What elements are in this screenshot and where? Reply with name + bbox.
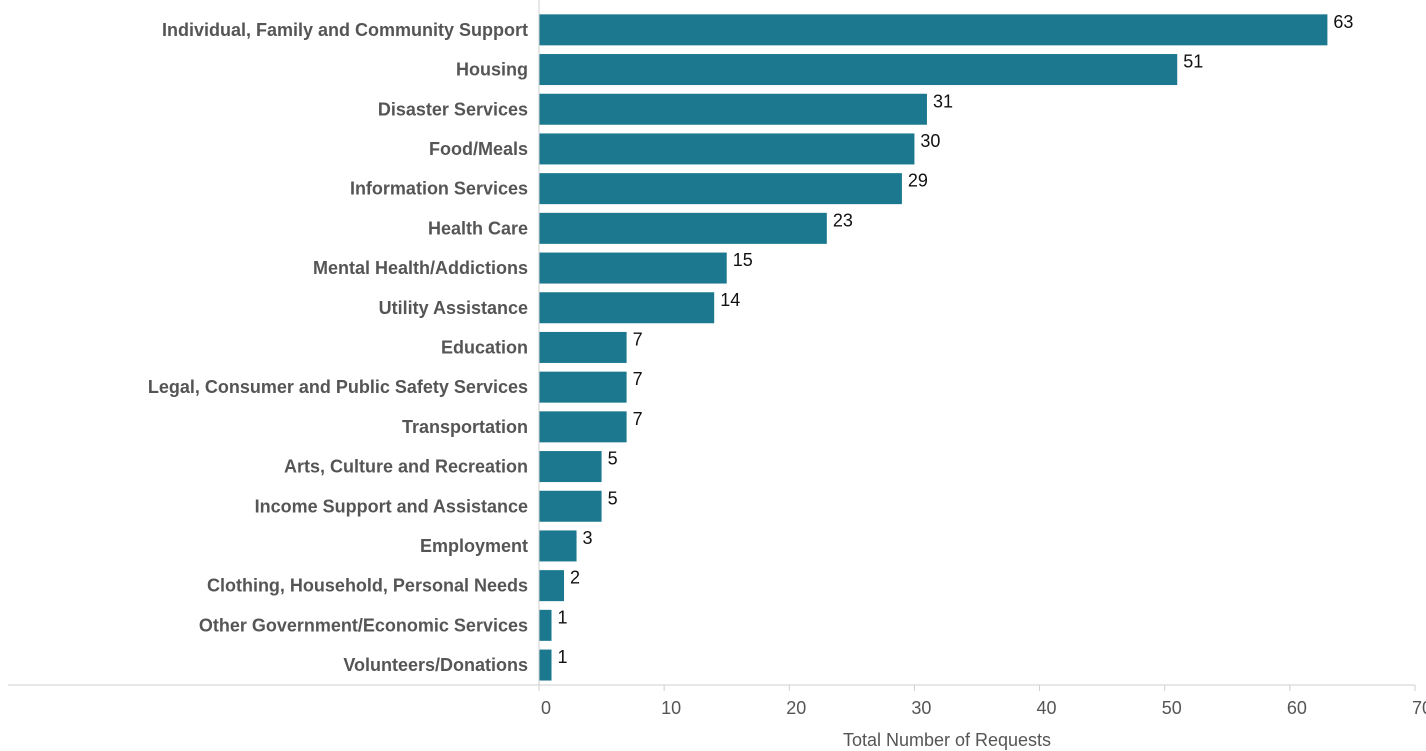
category-label: Housing: [456, 60, 528, 80]
value-label: 15: [733, 250, 753, 270]
category-label: Health Care: [428, 218, 528, 238]
category-label: Legal, Consumer and Public Safety Servic…: [148, 377, 528, 397]
x-tick-label: 50: [1162, 698, 1182, 718]
x-tick-label: 60: [1287, 698, 1307, 718]
bar: [539, 133, 915, 165]
category-label: Disaster Services: [378, 99, 528, 119]
category-label: Employment: [420, 536, 528, 556]
category-labels-group: Individual, Family and Community Support…: [148, 20, 528, 675]
category-label: Arts, Culture and Recreation: [284, 457, 528, 477]
bar: [539, 530, 577, 562]
bar: [539, 371, 627, 403]
bar: [539, 54, 1178, 86]
value-label: 29: [908, 171, 928, 191]
bar: [539, 490, 602, 522]
value-label: 7: [633, 369, 643, 389]
bar: [539, 609, 552, 641]
category-label: Other Government/Economic Services: [199, 615, 528, 635]
value-label: 5: [608, 449, 618, 469]
value-label: 5: [608, 488, 618, 508]
category-label: Transportation: [402, 417, 528, 437]
bar: [539, 173, 902, 205]
x-tick-label: 30: [911, 698, 931, 718]
value-label: 31: [933, 91, 953, 111]
bar: [539, 570, 565, 602]
bar: [539, 14, 1328, 46]
value-label: 3: [583, 528, 593, 548]
value-label: 2: [570, 568, 580, 588]
x-tick-label: 20: [786, 698, 806, 718]
value-label: 7: [633, 329, 643, 349]
value-label: 14: [720, 290, 740, 310]
bar: [539, 212, 827, 244]
bar: [539, 93, 927, 125]
value-label: 63: [1333, 12, 1353, 32]
category-label: Education: [441, 337, 528, 357]
category-label: Mental Health/Addictions: [313, 258, 528, 278]
value-label: 1: [558, 607, 568, 627]
value-label: 30: [920, 131, 940, 151]
category-label: Information Services: [350, 179, 528, 199]
bar: [539, 331, 627, 363]
bars-group: [539, 14, 1328, 681]
category-label: Utility Assistance: [379, 298, 528, 318]
x-axis-ticks-group: 0 10 20 30 40 50 60 70: [538, 685, 1426, 718]
x-tick-label: 40: [1037, 698, 1057, 718]
x-tick-label: 0: [541, 698, 551, 718]
bar: [539, 252, 727, 284]
category-label: Volunteers/Donations: [343, 655, 528, 675]
category-label: Food/Meals: [429, 139, 528, 159]
category-label: Income Support and Assistance: [255, 496, 528, 516]
bar: [539, 411, 627, 443]
bar: [539, 649, 552, 681]
value-label: 7: [633, 409, 643, 429]
value-label: 23: [833, 210, 853, 230]
bar: [539, 451, 602, 483]
x-tick-label: 10: [661, 698, 681, 718]
category-label: Individual, Family and Community Support: [162, 20, 528, 40]
value-label: 1: [558, 647, 568, 667]
x-tick-label: 70: [1412, 698, 1426, 718]
category-label: Clothing, Household, Personal Needs: [207, 576, 528, 596]
bar: [539, 292, 715, 324]
value-label: 51: [1183, 52, 1203, 72]
x-axis-title: Total Number of Requests: [843, 730, 1051, 750]
